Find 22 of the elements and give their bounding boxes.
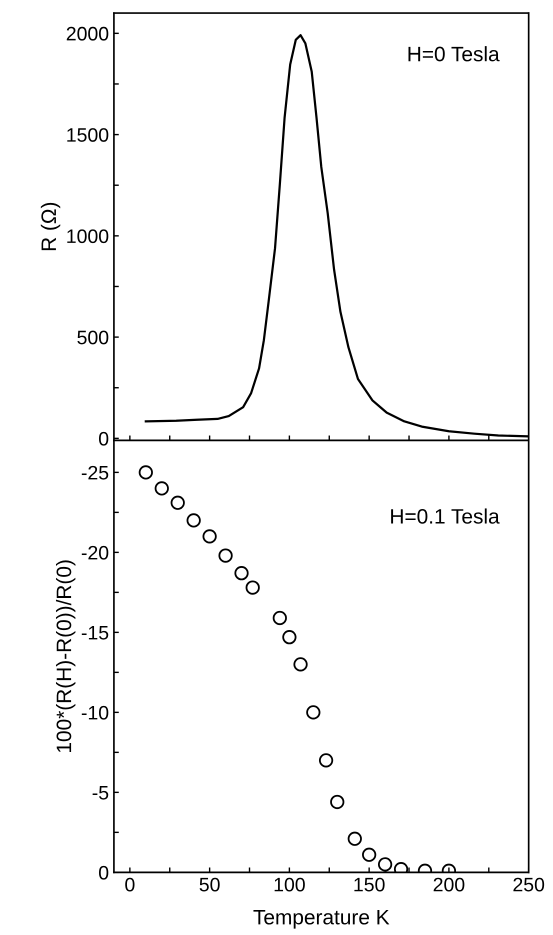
x-tick-label: 200 bbox=[434, 878, 464, 892]
x-tick-label: 250 bbox=[513, 878, 544, 892]
y-tick-label: 500 bbox=[77, 330, 108, 344]
y-axis-title: 100*(R(H)-R(0))/R(0) bbox=[56, 560, 76, 752]
y-tick-label: 0 bbox=[99, 432, 108, 446]
x-tick-label: 150 bbox=[354, 878, 385, 892]
x-tick-label: 100 bbox=[274, 878, 305, 892]
x-axis-title: Temperature K bbox=[253, 910, 390, 929]
y-tick-label: 0 bbox=[99, 866, 108, 880]
y-tick-label: 1000 bbox=[67, 229, 108, 244]
y-tick-label: 1500 bbox=[67, 128, 108, 142]
y-tick-label: 2000 bbox=[66, 26, 108, 41]
y-tick-label: -10 bbox=[82, 706, 108, 720]
y-axis-title: R (Ω) bbox=[40, 202, 60, 250]
x-tick-label: 0 bbox=[125, 878, 135, 892]
y-tick-label: -15 bbox=[82, 626, 108, 640]
annotation: H=0.1 Tesla bbox=[391, 508, 500, 524]
annotation: H=0 Tesla bbox=[408, 46, 500, 62]
x-tick-label: 50 bbox=[200, 878, 220, 892]
y-tick-label: -5 bbox=[92, 786, 108, 800]
y-tick-label: -25 bbox=[82, 466, 108, 480]
y-tick-label: -20 bbox=[82, 546, 108, 560]
